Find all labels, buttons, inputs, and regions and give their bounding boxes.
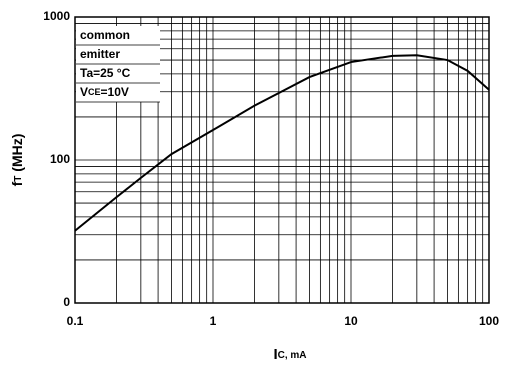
annotation-part: CE [88,87,101,97]
annotations: common emitter Ta=25 °C VCE=10V [76,28,160,103]
x-tick-label: 10 [344,314,358,328]
annotation: VCE=10V [80,85,129,99]
annotation: emitter [80,47,120,61]
annotation: Ta=25 °C [80,66,131,80]
annotation-part: V [80,85,88,99]
data-line [74,54,490,232]
annotation: common [80,28,130,42]
x-tick-label: 0.1 [67,314,84,328]
x-axis-title: IC, mA [273,346,306,363]
x-tick-label: 100 [479,314,499,328]
y-tick-label: 1000 [43,9,70,23]
x-tick-label: 1 [210,314,217,328]
y-axis-title: fT (MHz) [9,134,25,187]
annotation-part: =10V [101,85,129,99]
y-tick-label: 0 [63,295,70,309]
y-tick-label: 100 [50,152,70,166]
grid [74,16,490,304]
